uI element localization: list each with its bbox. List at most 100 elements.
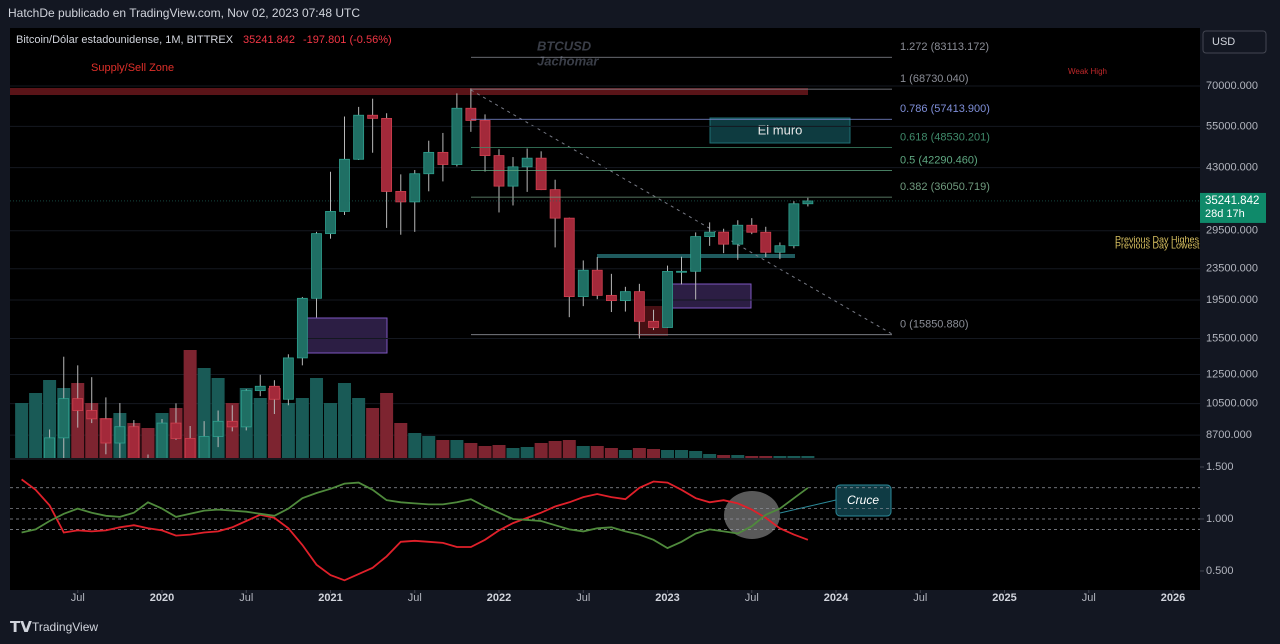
x-tick-label: Jul [239,592,253,604]
y-tick-label: 15500.000 [1206,332,1258,344]
candle-body [577,269,589,298]
supply-zone [10,88,808,95]
currency[interactable]: USD [1212,36,1235,48]
candle-body [311,233,322,299]
x-tick-label: 2021 [318,592,342,604]
candle-body [128,426,140,458]
volume-bar [562,440,576,458]
candle-body [704,231,716,237]
volume-bar [675,450,689,458]
candle-body [718,231,730,245]
candle-body [254,385,266,392]
volume-bar [324,403,338,458]
candle-body [339,158,350,212]
volume-bar [253,398,267,458]
candle-body [591,269,603,296]
volume-bar [450,440,464,458]
y-tick-label: 8700.000 [1206,429,1252,441]
candle-body [170,422,182,439]
candle-body [648,320,659,328]
volume-bar [534,443,548,458]
zone-box [667,283,752,309]
volume-bar [576,446,590,458]
volume-bar [15,403,29,458]
candle-body [451,107,463,165]
volume-bar [548,441,562,458]
annotation: Previous Day Highes [1115,234,1200,244]
candle-body [114,426,126,444]
candle-body [240,390,252,428]
callout [835,484,892,517]
candle-body [296,297,308,359]
candle-body [268,385,280,400]
volume-bar [689,451,703,458]
candle-body [802,200,814,205]
fib-label: 0.618 (48530.201) [900,131,990,143]
candle-body [549,189,561,219]
x-tick-label: 2022 [487,592,511,604]
volume-bar [604,448,618,458]
callout-pointer [779,499,837,514]
volume-bar [759,456,773,458]
candle-body [72,398,84,411]
x-tick-label: Jul [913,592,927,604]
y-tick-label: 0.500 [1206,565,1234,577]
footer: TradingView [32,620,98,634]
volume-bar [352,398,366,458]
candle-body [479,120,491,157]
candle-body [493,155,505,187]
header-bar [0,0,1280,28]
oscillator-pane [10,478,1200,582]
volume-bar [267,388,281,458]
volume-bar [717,455,731,458]
volume-bar [183,350,197,458]
volume-bar [29,393,43,458]
y-tick-label: 10500.000 [1206,398,1258,410]
candle-body [465,107,477,121]
annotation: Previous Day Lowest [1115,240,1200,250]
last-price: 35241.842 [243,34,295,46]
volume-bar [408,433,422,458]
candle-body [423,151,435,175]
zone-box [302,317,388,354]
candle-body [395,191,407,203]
candle-body [746,224,758,233]
annotation: Cruce [847,493,879,507]
candle-body [325,211,336,235]
candle-body [282,357,294,400]
candle-body [212,420,224,437]
volume-bar [703,454,717,458]
volume-bar [394,423,408,458]
candle-body [633,291,645,322]
y-tick-label: 1.500 [1206,461,1234,473]
candle-body [381,117,393,192]
volume-bar [281,403,295,458]
volume-bar [506,448,520,458]
candle-body [353,114,365,160]
candle-body [774,245,786,253]
volume-bar [436,440,450,458]
header: HatchDe publicado en TradingView.com, No… [8,6,360,20]
x-tick-label: Jul [408,592,422,604]
x-tick-label: Jul [576,592,590,604]
oscillator-line [21,481,809,550]
volume-bar [141,428,155,458]
x-tick-label: Jul [71,592,85,604]
x-tick-label: Jul [745,592,759,604]
volume-bar [295,398,309,458]
y-tick-label: 12500.000 [1206,368,1258,380]
volume-bar [590,446,604,458]
candle-body [563,217,575,298]
oscillator-line [21,478,809,582]
candle-body [367,114,379,119]
volume-bar [745,456,759,458]
volume-bar [197,368,211,458]
watermark: BTCUSD [537,38,592,53]
volume-bar [380,393,394,458]
y-tick-label: 19500.000 [1206,294,1258,306]
candle-body [760,231,772,253]
y-tick-label: 43000.000 [1206,162,1258,174]
currency-button[interactable] [1202,30,1267,54]
candle-body [156,422,168,458]
candle-body [521,157,533,168]
